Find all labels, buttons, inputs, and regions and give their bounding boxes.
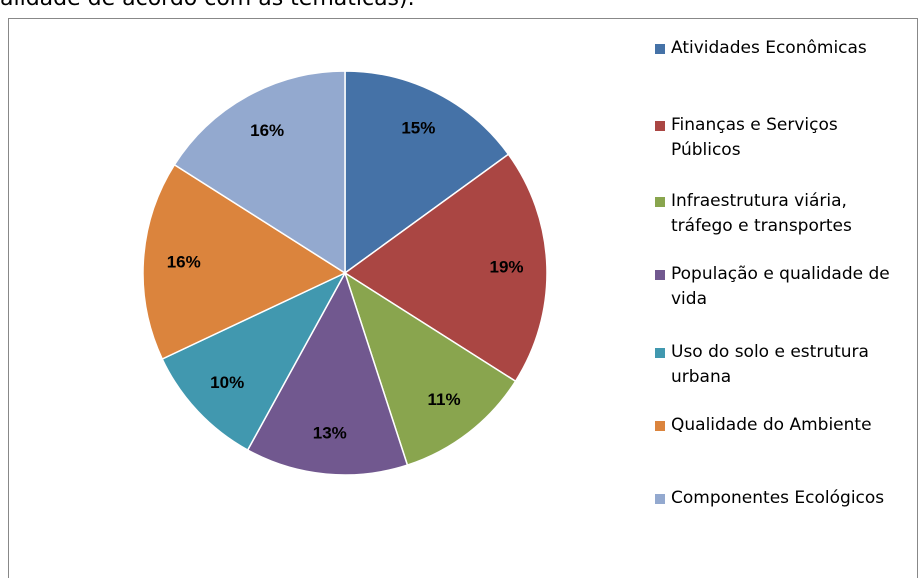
data-label: 13% xyxy=(313,423,347,442)
legend-entry: Uso do solo e estrutura urbana xyxy=(655,340,905,390)
legend-entry: Infraestrutura viária, tráfego e transpo… xyxy=(655,189,905,239)
legend-swatch xyxy=(655,494,665,504)
legend-label: Infraestrutura viária, tráfego e transpo… xyxy=(671,191,852,236)
data-label: 11% xyxy=(427,390,460,409)
pie-slice xyxy=(142,163,347,361)
legend-swatch xyxy=(655,197,665,207)
legend-swatch xyxy=(655,421,665,431)
pie-slice xyxy=(343,153,548,383)
legend-label: Atividades Econômicas xyxy=(671,38,867,58)
pie-slice xyxy=(246,271,409,476)
legend-swatch xyxy=(655,44,665,54)
legend-label: Componentes Ecológicos xyxy=(671,488,885,508)
caption: alidade de acordo com as temáticas). xyxy=(0,0,415,11)
data-label: 19% xyxy=(490,257,524,276)
data-label: 15% xyxy=(401,118,435,137)
data-label: 16% xyxy=(167,252,201,271)
legend-entry: Atividades Econômicas xyxy=(655,36,905,61)
data-label: 16% xyxy=(250,121,284,140)
chart-frame xyxy=(8,18,918,578)
legend-swatch xyxy=(655,121,665,131)
legend-label: População e qualidade de vida xyxy=(671,264,890,309)
legend-entry: Componentes Ecológicos xyxy=(655,486,905,511)
legend-swatch xyxy=(655,348,665,358)
legend-swatch xyxy=(655,270,665,280)
pie-slice xyxy=(173,70,346,275)
legend-label: Finanças e Serviços Públicos xyxy=(671,115,838,160)
legend-label: Qualidade do Ambiente xyxy=(671,415,872,435)
pie-slice xyxy=(344,70,510,275)
legend-label: Uso do solo e estrutura urbana xyxy=(671,342,869,387)
data-label: 10% xyxy=(210,373,244,392)
pie-slice xyxy=(343,271,517,467)
legend-entry: Finanças e Serviços Públicos xyxy=(655,113,905,163)
legend-entry: Qualidade do Ambiente xyxy=(655,413,905,438)
pie-slice xyxy=(161,271,347,452)
legend-entry: População e qualidade de vida xyxy=(655,262,905,312)
